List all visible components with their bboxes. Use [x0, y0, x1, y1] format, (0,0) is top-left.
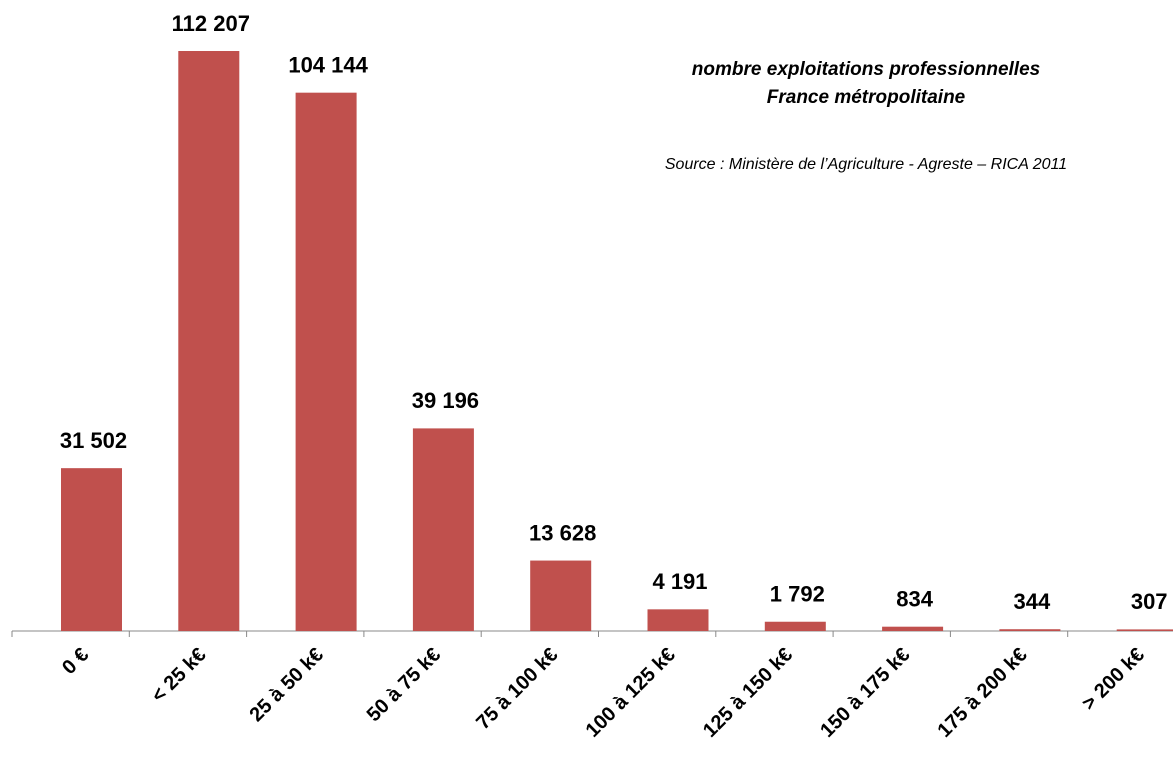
value-label: 344 [1014, 589, 1051, 614]
x-tick-label: 25 à 50 k€ [245, 644, 327, 726]
value-label: 4 191 [652, 569, 707, 594]
value-label: 834 [896, 587, 933, 612]
value-label: 31 502 [60, 428, 127, 453]
chart-subtitle: Source : Ministère de l’Agriculture - Ag… [665, 156, 1067, 173]
bar [1116, 629, 1173, 631]
chart-title: France métropolitaine [767, 87, 966, 108]
value-label: 104 144 [288, 52, 368, 77]
bar [61, 468, 122, 631]
value-label: 307 [1131, 589, 1168, 614]
value-label: 112 207 [172, 11, 250, 36]
value-label: 13 628 [529, 520, 596, 545]
x-tick-label: 0 € [58, 644, 93, 679]
value-label: 1 792 [770, 582, 825, 607]
bar [295, 92, 357, 631]
value-label: 39 196 [412, 388, 479, 413]
bar [999, 629, 1061, 631]
x-tick-label: 125 à 150 k€ [699, 644, 797, 742]
x-tick-label: 150 à 175 k€ [816, 644, 914, 742]
bar [178, 51, 240, 631]
bar [530, 560, 592, 631]
bar [412, 428, 474, 631]
x-tick-label: > 200 k€ [1078, 644, 1149, 715]
bar [764, 621, 826, 631]
x-tick-label: 75 à 100 k€ [472, 644, 562, 734]
bar [882, 626, 944, 631]
x-tick-label: 50 à 75 k€ [363, 644, 445, 726]
x-tick-label: 100 à 125 k€ [582, 644, 680, 742]
chart-title: nombre exploitations professionnelles [692, 59, 1040, 80]
x-tick-label: 175 à 200 k€ [934, 644, 1032, 742]
x-tick-label: < 25 k€ [147, 644, 210, 707]
bar [647, 609, 709, 631]
